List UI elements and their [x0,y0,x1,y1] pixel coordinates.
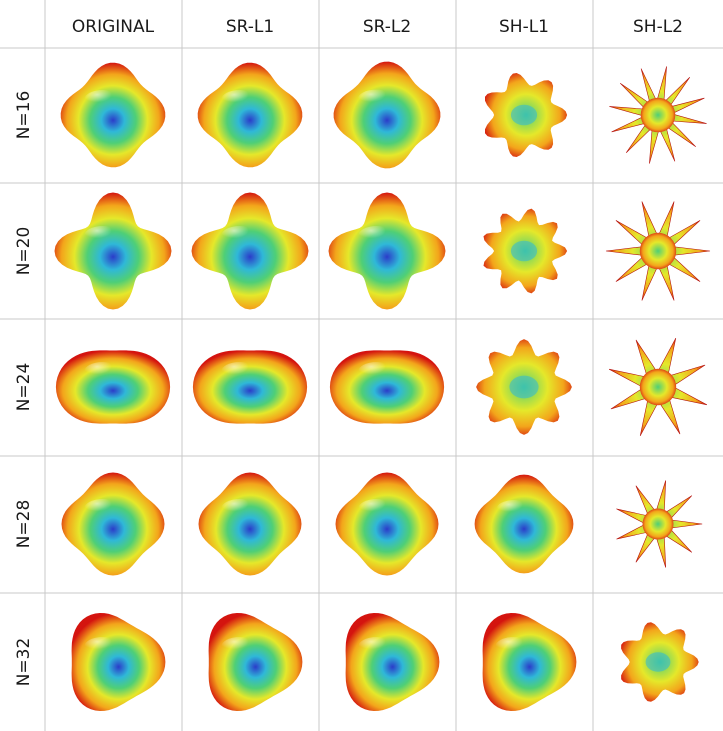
glyph-highlight [84,499,121,518]
glyph-n32-sh-l2 [621,622,699,702]
glyph-body [482,613,577,711]
glyph-highlight [495,637,532,656]
row-label-n16: N=16 [14,91,34,140]
glyph-n28-sr-l1 [198,472,302,576]
column-header-sh-l2: SH-L2 [633,17,683,37]
glyph-n24-sr-l1 [192,350,308,424]
glyph-highlight [84,362,121,381]
glyph-layer [54,61,711,711]
column-header-original: ORIGINAL [72,17,155,37]
glyph-highlight [84,90,121,109]
glyph-n28-sh-l2 [616,480,703,568]
glyph-highlight [84,637,121,656]
glyph-body [55,350,171,424]
glyph-n16-sr-l2 [333,61,441,169]
glyph-highlight [221,90,258,109]
glyph-n28-original [61,472,165,576]
glyph-highlight [221,226,258,245]
glyph-body [192,350,308,424]
glyph-body [198,472,302,576]
glyph-body [335,472,439,576]
glyph-highlight [358,362,395,381]
glyph-body [60,62,166,168]
glyph-body [345,613,440,711]
column-header-sr-l2: SR-L2 [363,17,411,37]
row-label-n28: N=28 [14,500,34,549]
column-header-sh-l1: SH-L1 [499,17,549,37]
glyph-n16-sr-l1 [197,62,303,168]
glyph-core [642,508,674,540]
glyph-core [639,368,677,406]
column-header-sr-l1: SR-L1 [226,17,274,37]
glyph-n16-sh-l2 [609,66,707,164]
glyph-n20-original [54,192,172,310]
glyph-n16-original [60,62,166,168]
glyph-body [61,472,165,576]
glyph-body [474,474,574,574]
glyph-core [639,232,677,270]
glyph-highlight [221,362,258,381]
glyph-center [510,240,538,262]
glyph-n24-sh-l2 [608,337,708,437]
glyph-n20-sh-l2 [605,201,711,301]
row-label-n32: N=32 [14,638,34,687]
glyph-highlight [496,500,532,519]
glyph-highlight [357,89,395,109]
glyph-highlight [358,226,395,245]
glyph-n32-sh-l1 [482,613,577,711]
row-label-n20: N=20 [14,227,34,276]
glyph-center [645,652,671,672]
row-label-n24: N=24 [14,363,34,412]
glyph-n24-sh-l1 [476,339,572,435]
glyph-n20-sr-l1 [191,192,309,310]
glyph-n24-sr-l2 [329,350,445,424]
glyph-body [333,61,441,169]
glyph-highlight [84,226,121,245]
glyph-n16-sh-l1 [485,73,568,157]
glyph-n28-sr-l2 [335,472,439,576]
glyph-highlight [358,637,395,656]
glyph-center [510,104,538,126]
glyph-body [191,192,309,310]
glyph-n28-sh-l1 [474,474,574,574]
glyph-highlight [221,499,258,518]
glyph-body [208,613,303,711]
glyph-center [509,375,539,399]
glyph-n32-sr-l1 [208,613,303,711]
glyph-body [197,62,303,168]
glyph-n24-original [55,350,171,424]
glyph-body [329,350,445,424]
glyph-body [328,192,446,310]
glyph-n32-sr-l2 [345,613,440,711]
glyph-highlight [221,637,258,656]
glyph-n20-sh-l1 [483,208,568,294]
glyph-core [640,97,676,133]
glyph-body [54,192,172,310]
glyph-n20-sr-l2 [328,192,446,310]
glyph-n32-original [71,613,166,711]
glyph-body [71,613,166,711]
glyph-highlight [358,499,395,518]
